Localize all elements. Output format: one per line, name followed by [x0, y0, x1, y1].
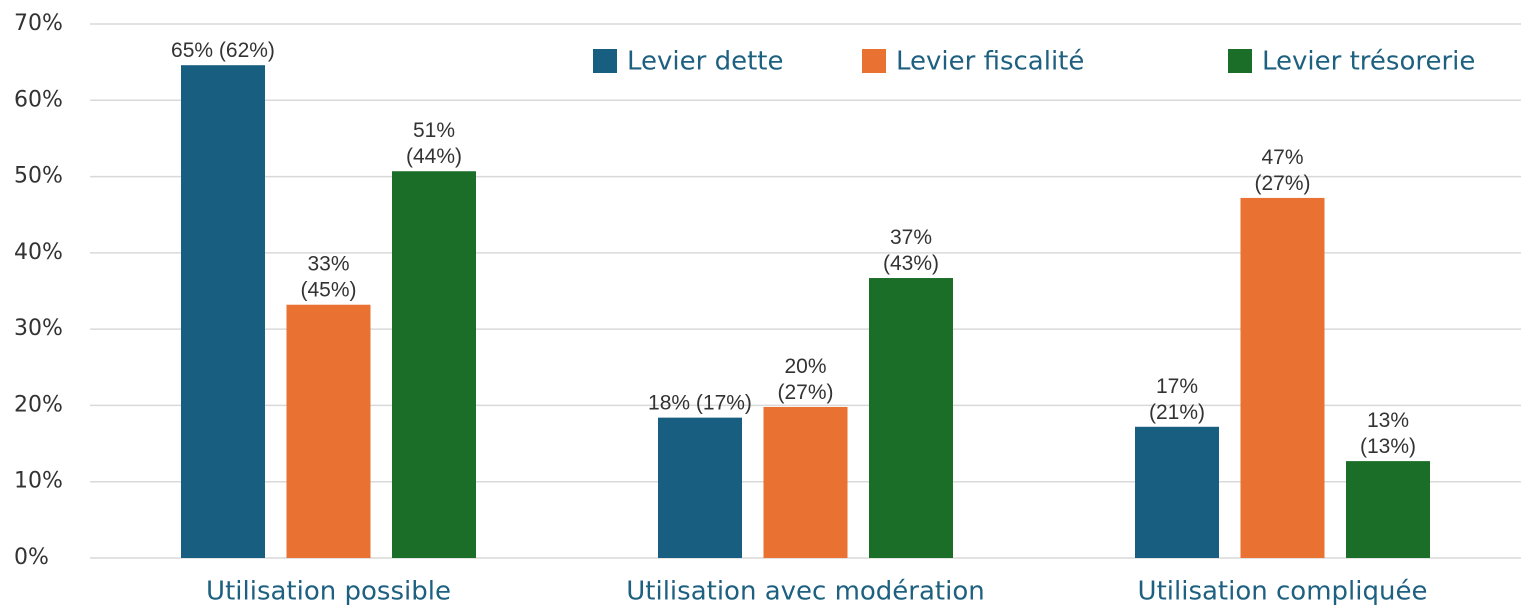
y-tick-label: 20%: [14, 392, 63, 417]
data-label: 51% (44%): [406, 119, 462, 168]
data-label: 65% (62%): [171, 39, 275, 62]
bar: [181, 65, 265, 559]
bar: [1346, 461, 1430, 558]
data-label: 47% (27%): [1254, 145, 1310, 194]
bar: [658, 417, 742, 558]
y-tick-label: 70%: [14, 11, 63, 36]
data-label: 18% (17%): [648, 391, 752, 414]
y-tick-label: 30%: [14, 316, 63, 341]
data-label: 17% (21%): [1149, 374, 1205, 423]
y-tick-label: 0%: [14, 545, 49, 570]
x-tick-label: Utilisation compliquée: [1138, 577, 1428, 607]
bar: [1240, 197, 1325, 558]
data-label: 33% (45%): [300, 252, 356, 301]
legend-swatch: [593, 49, 617, 73]
legend-swatch: [1228, 49, 1252, 73]
x-tick-label: Utilisation avec modération: [626, 577, 984, 607]
bar: [763, 406, 848, 558]
y-tick-label: 50%: [14, 164, 63, 189]
legend-swatch: [862, 49, 886, 73]
data-label: 13% (13%): [1360, 409, 1416, 458]
bar: [392, 171, 476, 558]
bar: [869, 278, 953, 558]
bar: [1135, 426, 1219, 558]
data-label: 37% (43%): [883, 226, 939, 275]
data-label: 20% (27%): [777, 355, 833, 404]
y-tick-label: 10%: [14, 469, 63, 494]
y-tick-label: 40%: [14, 240, 63, 265]
x-tick-label: Utilisation possible: [206, 577, 451, 607]
bar: [286, 304, 371, 558]
y-tick-label: 60%: [14, 87, 63, 112]
legend-label: Levier fiscalité: [896, 47, 1084, 77]
legend-label: Levier trésorerie: [1262, 47, 1475, 77]
legend-label: Levier dette: [627, 47, 783, 77]
